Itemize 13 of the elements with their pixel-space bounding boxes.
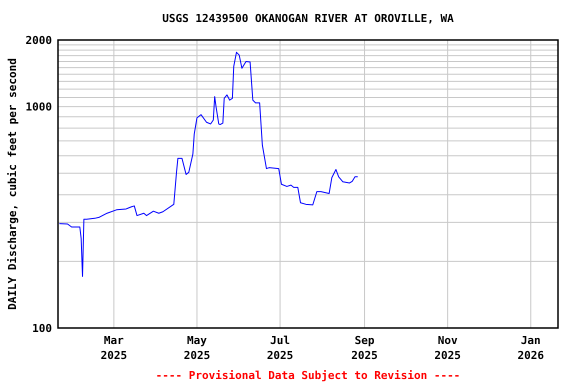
x-tick-label: May 2025: [184, 334, 210, 362]
chart-title: USGS 12439500 OKANOGAN RIVER AT OROVILLE, WA: [162, 12, 454, 25]
line-series: [58, 52, 358, 277]
y-tick-label: 100: [32, 322, 52, 335]
x-tick-label: Jan 2026: [518, 334, 544, 362]
text: ---- Provisional Data Subject to Revision ----: [156, 369, 460, 382]
x-tick-label: Jul 2025: [266, 334, 294, 362]
y-axis-title: DAILY Discharge, cubic feet per second: [6, 58, 19, 310]
y-tick-label: 2000: [26, 34, 52, 47]
x-tick-label: Mar 2025: [100, 334, 128, 362]
y-tick-label: 1000: [26, 100, 52, 114]
x-tick-label: Nov 2025: [434, 334, 461, 362]
x-tick-label: Sep 2025: [351, 334, 378, 362]
